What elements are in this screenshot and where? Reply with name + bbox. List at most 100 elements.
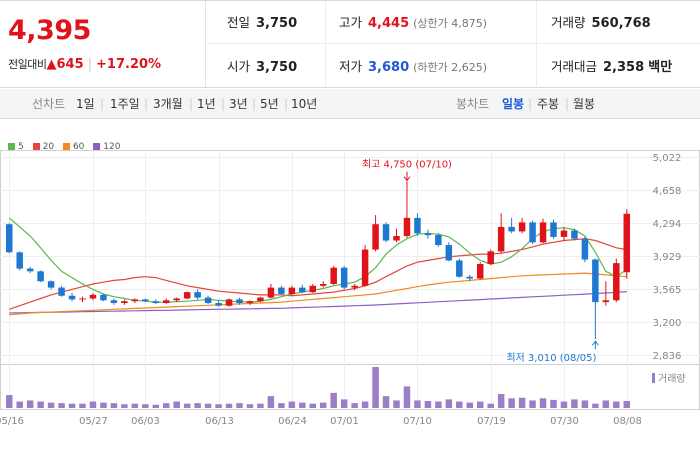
prev-close: 전일 3,750 — [227, 1, 297, 44]
candle-body — [340, 267, 348, 288]
candle-body — [257, 297, 264, 302]
candle-body — [497, 226, 505, 252]
volume-value: 560,768 — [591, 16, 651, 31]
candle-body — [518, 222, 526, 232]
candle-body — [351, 285, 358, 288]
candle-body — [5, 224, 13, 253]
high-label: 고가 — [339, 15, 363, 30]
volume-bar — [37, 401, 44, 408]
volume-bar — [424, 400, 432, 408]
prev-close-value: 3,750 — [256, 16, 298, 31]
quote-row-2: 시가 3,750 저가 3,680 (하한가 2,625) 거래대금 2,358 백만 — [207, 45, 700, 88]
open-value: 3,750 — [256, 60, 298, 75]
ma-legend: 5 20 60 120 — [8, 142, 126, 152]
candle-body — [89, 294, 97, 299]
candle-body — [403, 217, 411, 236]
low-arrow-head — [591, 340, 599, 346]
period-10-years[interactable]: 10년 — [291, 97, 318, 111]
candle-body — [456, 260, 463, 277]
candle-body — [225, 299, 233, 306]
change-arrow: ▲ — [46, 57, 57, 72]
volume-bar — [204, 403, 212, 408]
period-1-day[interactable]: 1일 — [76, 97, 95, 111]
volume-bar — [246, 404, 254, 408]
volume-bar — [602, 400, 610, 408]
low-annotation: 최저 3,010 (08/05) — [506, 352, 596, 364]
period-3-months[interactable]: 3개월 — [153, 97, 183, 111]
volume-bar — [299, 402, 306, 408]
volume-bar — [58, 403, 65, 408]
candle-body — [121, 301, 128, 304]
volume-bar — [372, 367, 379, 408]
candle-body — [162, 300, 170, 304]
volume-bar — [100, 402, 107, 408]
candle-body — [466, 276, 474, 279]
volume-bar — [89, 401, 97, 408]
turnover: 거래대금 2,358 백만 — [551, 45, 672, 88]
volume-bar — [571, 399, 578, 408]
volume-bar — [351, 403, 358, 408]
volume-bar — [476, 401, 484, 408]
period-1-year[interactable]: 1년 — [197, 97, 216, 111]
volume-bar — [5, 395, 13, 408]
current-price: 4,395 — [8, 15, 91, 46]
volume-bar — [121, 404, 128, 408]
volume-bar — [529, 400, 536, 408]
change-amount: 645 — [56, 57, 84, 72]
x-tick-label: 07/10 — [403, 416, 432, 427]
period-1-week[interactable]: 1주일 — [110, 97, 140, 111]
candle-body — [173, 298, 180, 301]
candle-weekly[interactable]: 주봉 — [537, 97, 560, 111]
quote-panel: 4,395 전일대비▲645 | +17.20% 전일 3,750 고가 4,445 (상… — [0, 0, 700, 88]
x-tick-label: 06/03 — [131, 416, 160, 427]
legend-ma5: 5 — [8, 142, 24, 152]
quote-row-1: 전일 3,750 고가 4,445 (상한가 4,875) 거래량 560,768 — [207, 1, 700, 44]
volume-bar — [257, 403, 264, 408]
candle-body — [361, 249, 369, 286]
volume-bar — [319, 402, 327, 408]
volume-legend-label: 거래량 — [658, 373, 686, 385]
volume-bar — [487, 403, 494, 408]
prev-close-label: 전일 — [227, 15, 251, 30]
volume-bar — [414, 400, 421, 408]
candle-monthly[interactable]: 월봉 — [573, 97, 596, 111]
volume-bar — [225, 403, 233, 408]
candle-body — [508, 226, 515, 232]
ma20-line — [9, 238, 627, 310]
candle-body — [382, 224, 390, 241]
x-tick-label: 06/13 — [205, 416, 234, 427]
x-tick-label: 05/27 — [79, 416, 108, 427]
divider — [536, 1, 537, 88]
period-3-years[interactable]: 3년 — [229, 97, 248, 111]
volume-bar — [518, 397, 526, 408]
volume-bar — [162, 403, 170, 408]
x-tick-label: 05/16 — [0, 416, 24, 427]
volume-bar — [309, 403, 317, 408]
candle-body — [299, 287, 306, 293]
volume-bar — [382, 396, 390, 408]
candle-body — [613, 263, 620, 301]
separator: | — [221, 97, 226, 111]
legend-swatch — [62, 143, 70, 150]
volume-bar — [68, 403, 76, 408]
volume-bar — [215, 404, 222, 408]
period-5-years[interactable]: 5년 — [260, 97, 279, 111]
legend-label: 120 — [103, 142, 121, 152]
candle-daily[interactable]: 일봉 — [502, 97, 525, 111]
volume-bar — [110, 403, 118, 408]
legend-swatch — [32, 143, 40, 150]
upper-limit-label: (상한가 — [413, 17, 448, 30]
candle-body — [68, 295, 76, 300]
volume-bar — [288, 401, 296, 408]
ma120-line — [9, 291, 627, 314]
legend-swatch — [8, 143, 15, 150]
volume-bar — [47, 402, 55, 408]
turnover-label: 거래대금 — [551, 59, 598, 74]
legend-ma20: 20 — [32, 142, 54, 152]
separator: | — [144, 97, 149, 111]
x-tick-label: 08/08 — [613, 416, 642, 427]
candle-body — [550, 222, 557, 237]
candle-body — [26, 268, 34, 272]
separator: | — [252, 97, 257, 111]
legend-ma120: 120 — [93, 142, 120, 152]
